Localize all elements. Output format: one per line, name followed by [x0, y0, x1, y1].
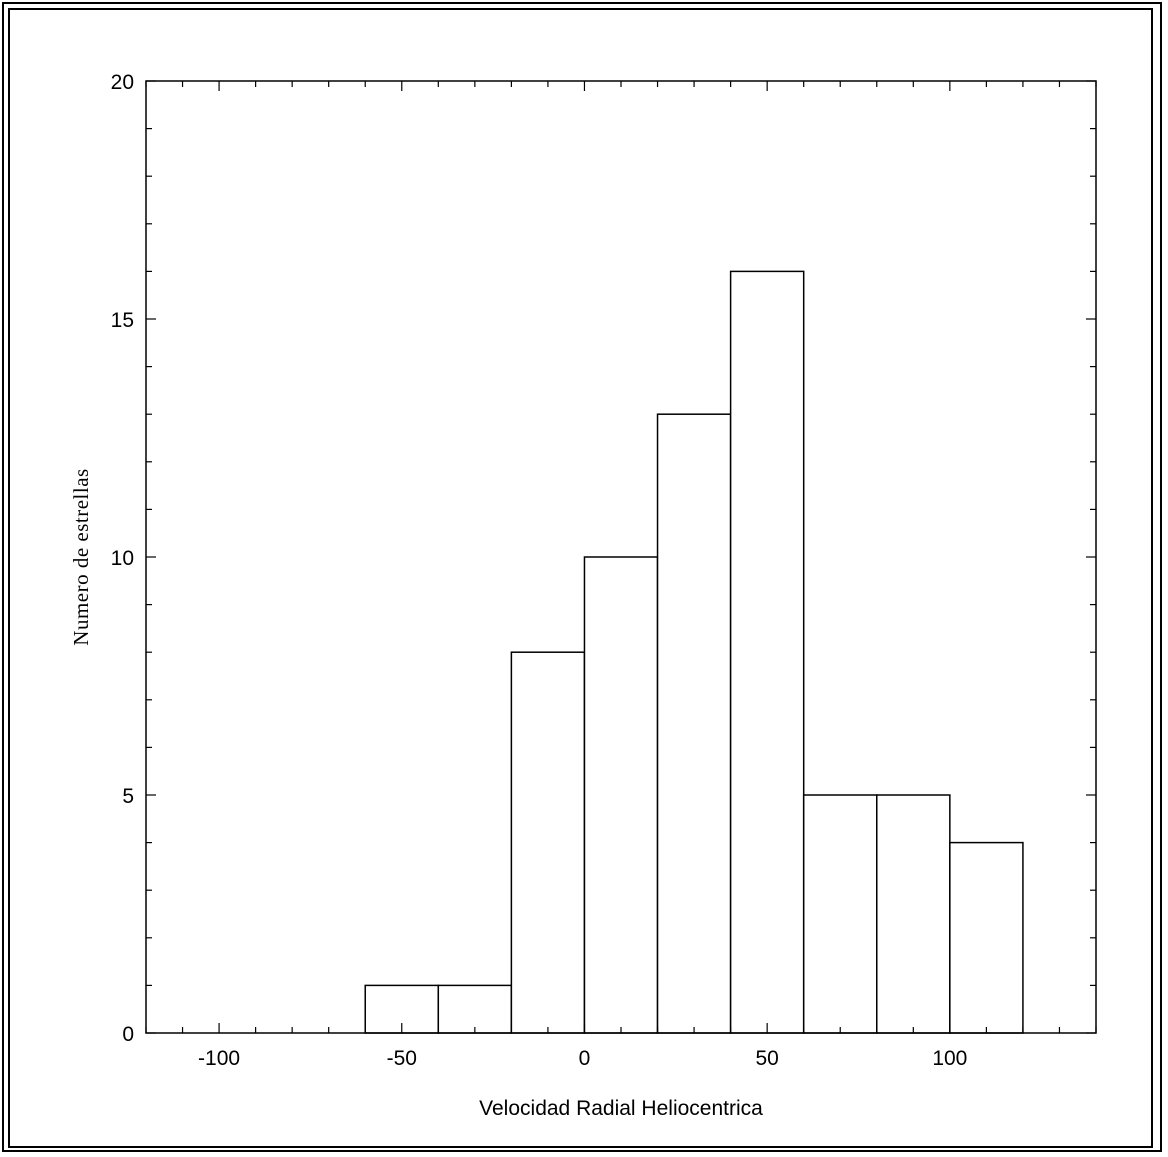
x-tick-label: -100 [198, 1047, 240, 1070]
x-tick-label: 50 [755, 1047, 778, 1070]
histogram-bar-3 [583, 556, 659, 1034]
inner-frame [8, 8, 1153, 1148]
plot-area-border [145, 80, 1097, 1034]
histogram-bar-2 [510, 651, 586, 1034]
x-axis-title: Velocidad Radial Heliocentrica [479, 1097, 763, 1120]
y-tick-label: 20 [111, 71, 134, 94]
y-tick-label: 5 [122, 785, 134, 808]
y-tick-label: 15 [111, 309, 134, 332]
x-tick-label: 0 [579, 1047, 591, 1070]
x-tick-label: -50 [387, 1047, 417, 1070]
histogram-bars [364, 270, 1024, 1034]
histogram-bar-7 [876, 794, 951, 1034]
y-tick-label: 10 [111, 547, 134, 570]
histogram-bar-1 [437, 984, 513, 1034]
y-axis-title: Numero de estrellas [69, 468, 93, 645]
histogram-bar-5 [729, 270, 805, 1034]
histogram-bar-6 [802, 794, 878, 1034]
y-tick-label: 0 [122, 1023, 134, 1046]
tick-labels: -100 -50 0 50 100 0 5 10 15 20 [111, 71, 968, 1070]
histogram-bar-4 [656, 413, 732, 1034]
x-tick-label: 100 [932, 1047, 967, 1070]
histogram-bar-8 [949, 841, 1024, 1034]
